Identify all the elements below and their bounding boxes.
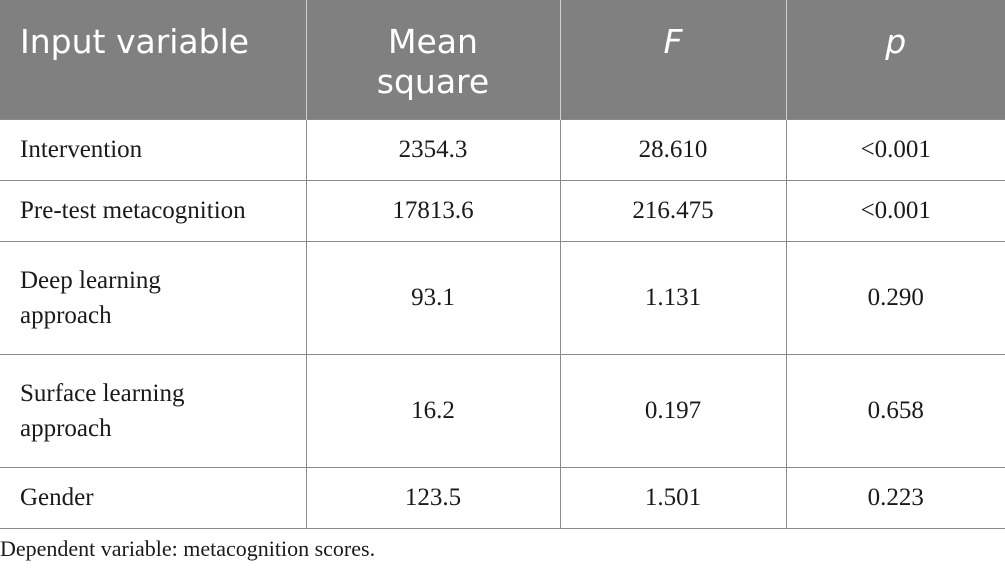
header-mean-square-line2: square — [376, 62, 490, 101]
cell-variable: Pre-test metacognition — [0, 179, 306, 241]
table-footnote: Dependent variable: metacognition scores… — [0, 536, 376, 561]
cell-variable: Deep learning approach — [0, 240, 306, 354]
header-p: p — [785, 0, 1005, 119]
cell-p: <0.001 — [785, 118, 1005, 180]
cell-variable: Intervention — [0, 118, 306, 180]
anova-table: Input variable Mean square F p Intervent… — [0, 0, 1005, 529]
cell-variable: Surface learning approach — [0, 353, 306, 467]
cell-mean-square: 123.5 — [305, 466, 560, 529]
cell-mean-square: 16.2 — [305, 353, 560, 467]
cell-mean-square: 93.1 — [305, 240, 560, 354]
cell-mean-square: 2354.3 — [305, 118, 560, 180]
table-row: Deep learning approach 93.1 1.131 0.290 — [0, 240, 1005, 354]
cell-variable: Gender — [0, 466, 306, 529]
header-mean-square-line1: Mean — [388, 22, 478, 61]
cell-p: <0.001 — [785, 179, 1005, 241]
table-header: Input variable Mean square F p — [0, 0, 1005, 119]
table-body: Intervention 2354.3 28.610 <0.001 Pre-te… — [0, 118, 1005, 529]
cell-p: 0.658 — [785, 353, 1005, 467]
cell-f: 1.131 — [559, 240, 786, 354]
cell-f: 0.197 — [559, 353, 786, 467]
cell-f: 216.475 — [559, 179, 786, 241]
table-row: Pre-test metacognition 17813.6 216.475 <… — [0, 179, 1005, 241]
header-input-variable: Input variable — [0, 0, 306, 119]
table-row: Gender 123.5 1.501 0.223 — [0, 466, 1005, 529]
cell-mean-square: 17813.6 — [305, 179, 560, 241]
table-row: Surface learning approach 16.2 0.197 0.6… — [0, 353, 1005, 467]
cell-f: 1.501 — [559, 466, 786, 529]
header-row: Input variable Mean square F p — [0, 0, 1005, 119]
cell-p: 0.223 — [785, 466, 1005, 529]
table-row: Intervention 2354.3 28.610 <0.001 — [0, 118, 1005, 180]
cell-f: 28.610 — [559, 118, 786, 180]
cell-p: 0.290 — [785, 240, 1005, 354]
header-f: F — [559, 0, 786, 119]
header-mean-square: Mean square — [305, 0, 560, 119]
